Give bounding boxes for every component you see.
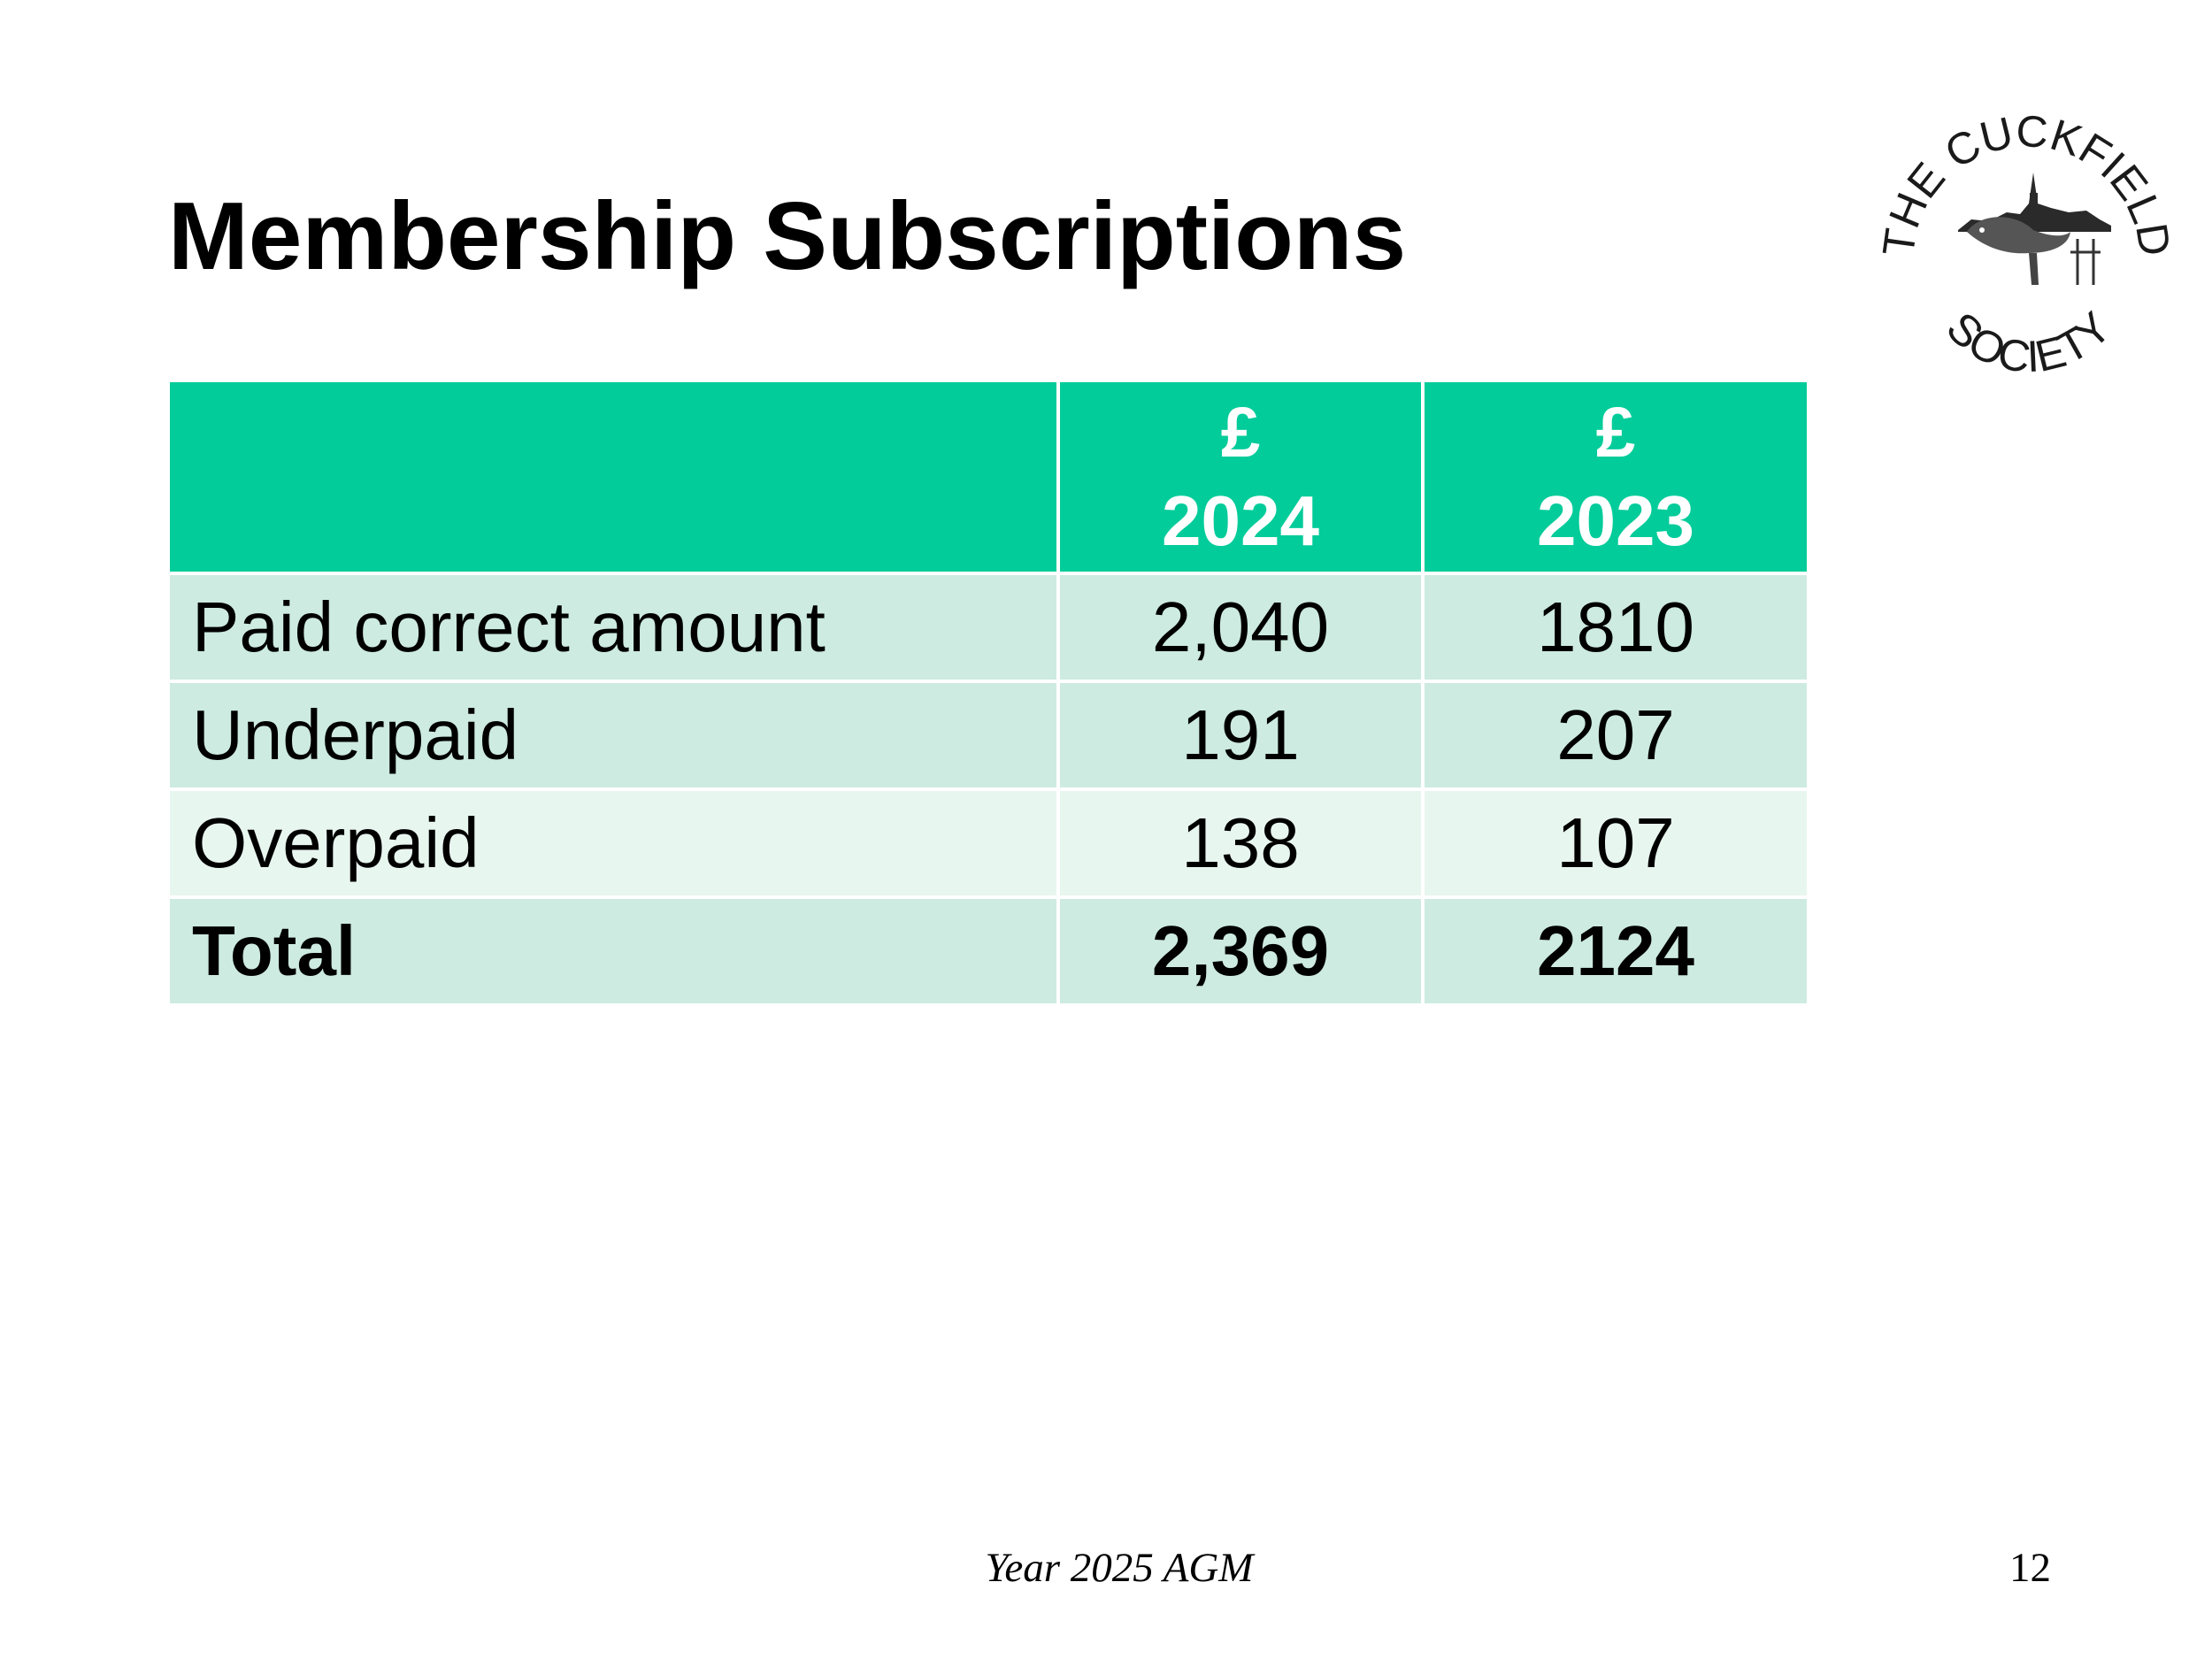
header-2024-year: 2024 xyxy=(1162,481,1319,560)
row-label: Underpaid xyxy=(166,680,1060,791)
total-value-2024: 2,369 xyxy=(1056,895,1425,1007)
row-value-2024: 138 xyxy=(1056,787,1425,899)
logo-bottom-text: SOCIETY xyxy=(1937,303,2120,380)
total-value-2023: 2124 xyxy=(1421,895,1810,1007)
slide-title: Membership Subscriptions xyxy=(168,182,1407,290)
cuckfield-society-logo: THE CUCKFIELD SOCIETY xyxy=(1874,106,2175,380)
row-value-2023: 1810 xyxy=(1421,572,1810,683)
row-value-2023: 107 xyxy=(1421,787,1810,899)
fence-post-icon xyxy=(2070,239,2101,285)
table-header-row: £ 2024 £ 2023 xyxy=(166,379,1810,575)
bird-icon xyxy=(1967,217,2070,285)
header-2023-year: 2023 xyxy=(1537,481,1694,560)
row-label: Paid correct amount xyxy=(166,572,1060,683)
page-number: 12 xyxy=(2009,1545,2051,1591)
header-blank-cell xyxy=(166,379,1060,575)
table-row: Underpaid 191 207 xyxy=(166,680,1810,791)
header-2024-cell: £ 2024 xyxy=(1056,379,1425,575)
table-total-row: Total 2,369 2124 xyxy=(166,895,1810,1007)
header-2023-cell: £ 2023 xyxy=(1421,379,1810,575)
row-label: Overpaid xyxy=(166,787,1060,899)
church-skyline-icon xyxy=(1958,173,2111,232)
row-value-2024: 191 xyxy=(1056,680,1425,791)
table-row: Overpaid 138 107 xyxy=(166,787,1810,899)
subscriptions-table: £ 2024 £ 2023 Paid correct amount 2,040 … xyxy=(166,379,1810,1007)
header-2023-currency: £ xyxy=(1595,393,1636,472)
footer-text: Year 2025 AGM xyxy=(985,1545,1254,1591)
row-value-2024: 2,040 xyxy=(1056,572,1425,683)
total-label: Total xyxy=(166,895,1060,1007)
header-2024-currency: £ xyxy=(1220,393,1261,472)
table-row: Paid correct amount 2,040 1810 xyxy=(166,572,1810,683)
row-value-2023: 207 xyxy=(1421,680,1810,791)
